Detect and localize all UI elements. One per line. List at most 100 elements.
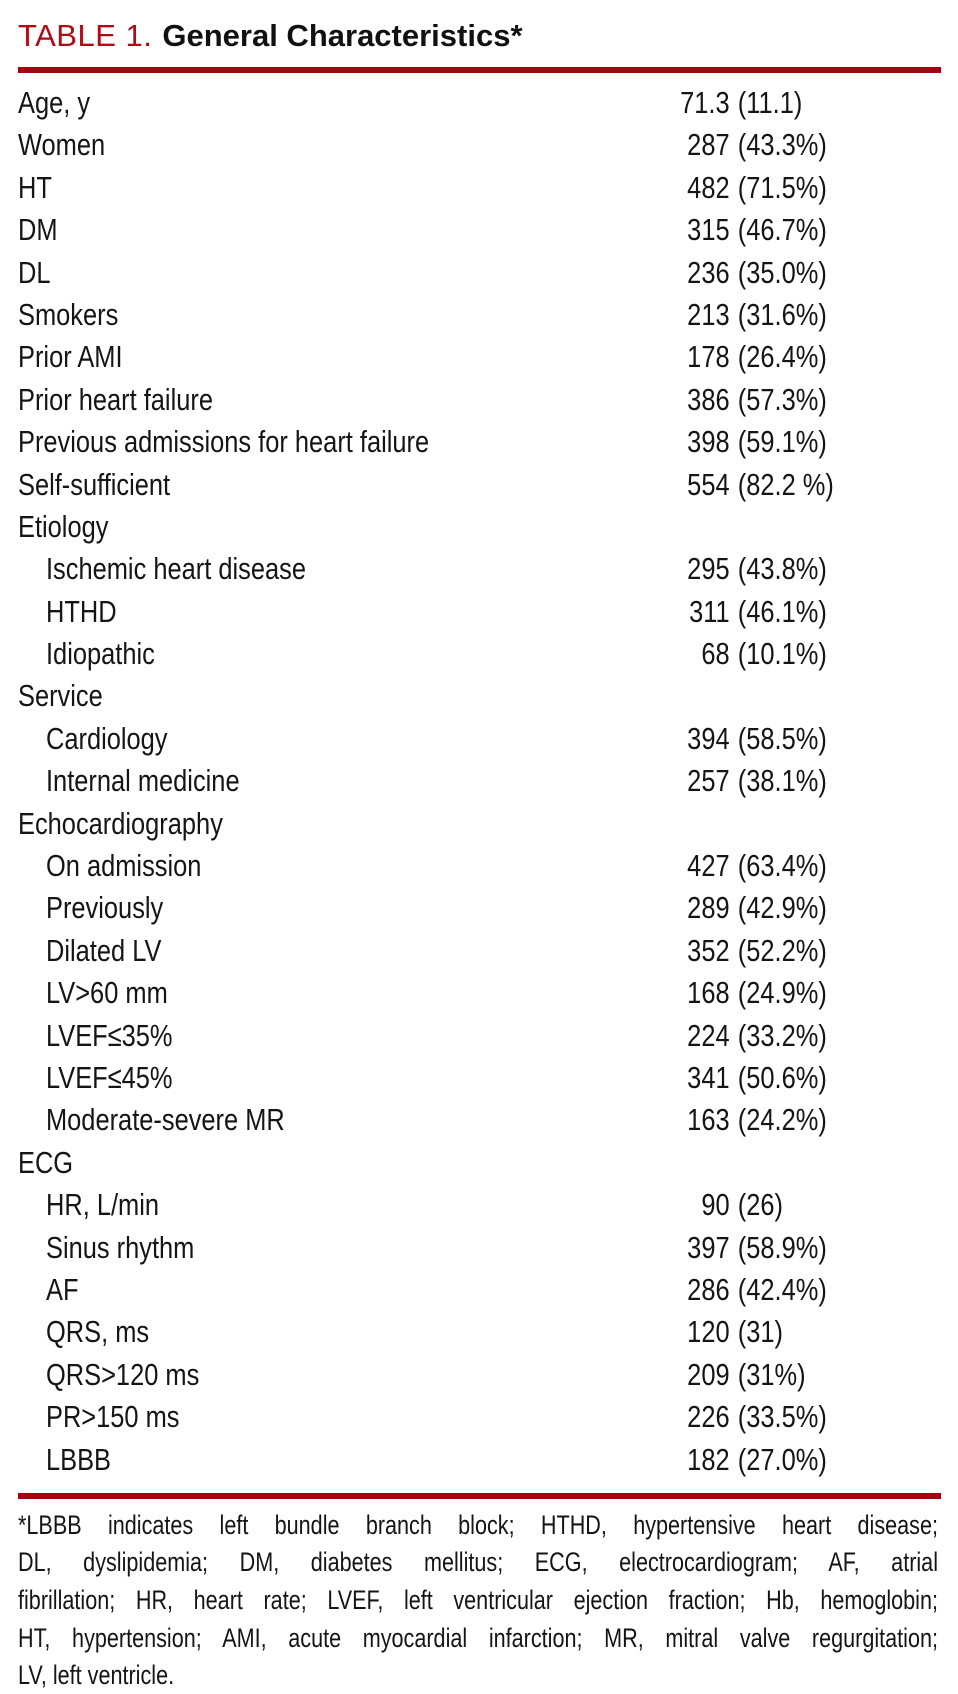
table-row: LBBB 182 (27.0%): [18, 1439, 941, 1481]
table-row: PR>150 ms 226 (33.5%): [18, 1396, 941, 1438]
row-value-number: 482: [687, 169, 730, 205]
row-value-number: 68: [701, 636, 730, 672]
row-label: QRS>120 ms: [46, 1356, 200, 1392]
row-label: Ischemic heart disease: [46, 551, 306, 587]
row-value: 482 (71.5%): [664, 167, 827, 209]
footnote-line: LV, left ventricle.: [18, 1660, 175, 1691]
table-row: Dilated LV 352 (52.2%): [18, 930, 941, 972]
row-value-number: 163: [687, 1102, 730, 1138]
row-label: LBBB: [46, 1441, 112, 1477]
row-value: 226 (33.5%): [664, 1396, 827, 1438]
row-value-number: 90: [701, 1187, 730, 1223]
row-label: PR>150 ms: [46, 1399, 180, 1435]
row-label: Previous admissions for heart failure: [18, 424, 430, 460]
row-value-detail: (33.2%): [737, 1017, 827, 1053]
row-value-detail: (63.4%): [737, 848, 827, 884]
table-row: AF 286 (42.4%): [18, 1269, 941, 1311]
row-label: Prior AMI: [18, 339, 123, 375]
row-value-detail: (71.5%): [737, 169, 827, 205]
row-label: Smokers: [18, 296, 119, 332]
row-value-number: 352: [687, 932, 730, 968]
row-label: DM: [18, 212, 58, 248]
row-value-number: 398: [687, 424, 730, 460]
table-row: Etiology: [18, 506, 941, 548]
row-value-number: 286: [687, 1271, 730, 1307]
table-footnote: *LBBB indicates left bundle branch block…: [18, 1507, 941, 1694]
row-label: ECG: [18, 1144, 74, 1180]
table-row: Previous admissions for heart failure 39…: [18, 421, 941, 463]
row-value: 68 (10.1%): [664, 633, 827, 675]
row-value-number: 236: [687, 254, 730, 290]
table-row: Internal medicine 257 (38.1%): [18, 760, 941, 802]
row-value: 394 (58.5%): [664, 718, 827, 760]
row-value-detail: (11.1): [737, 85, 803, 120]
row-value-detail: (42.4%): [737, 1271, 827, 1307]
row-value-number: 71.3: [680, 85, 730, 120]
row-label: Echocardiography: [18, 805, 223, 841]
row-value: 315 (46.7%): [664, 209, 827, 251]
table-row: LVEF≤45% 341 (50.6%): [18, 1057, 941, 1099]
table-row: Sinus rhythm 397 (58.9%): [18, 1227, 941, 1269]
row-value-detail: (31): [737, 1314, 784, 1350]
row-value: 178 (26.4%): [664, 336, 827, 378]
footnote-line: DL, dyslipidemia; DM, diabetes mellitus;…: [18, 1547, 938, 1578]
table-row: QRS>120 ms 209 (31%): [18, 1354, 941, 1396]
row-value-detail: (42.9%): [737, 890, 827, 926]
row-label: Age, y: [18, 85, 91, 120]
row-value: 398 (59.1%): [664, 421, 827, 463]
row-value-detail: (82.2 %): [737, 466, 834, 502]
row-value: 209 (31%): [664, 1354, 805, 1396]
row-label: Idiopathic: [46, 636, 155, 672]
row-value-detail: (35.0%): [737, 254, 827, 290]
row-value-number: 257: [687, 763, 730, 799]
row-value: 287 (43.3%): [664, 124, 827, 166]
row-value-detail: (50.6%): [737, 1059, 827, 1095]
row-value-number: 209: [687, 1356, 730, 1392]
table-row: Idiopathic 68 (10.1%): [18, 633, 941, 675]
row-label: LV>60 mm: [46, 975, 168, 1011]
row-label: LVEF≤45%: [46, 1059, 173, 1095]
row-label: LVEF≤35%: [46, 1017, 173, 1053]
row-label: DL: [18, 254, 51, 290]
row-value: 427 (63.4%): [664, 845, 827, 887]
row-value: 257 (38.1%): [664, 760, 827, 802]
row-value-detail: (46.1%): [737, 593, 827, 629]
table-row: HT 482 (71.5%): [18, 167, 941, 209]
row-value-number: 554: [687, 466, 730, 502]
row-label: Prior heart failure: [18, 381, 213, 417]
row-label: Previously: [46, 890, 164, 926]
table-row: Smokers 213 (31.6%): [18, 294, 941, 336]
row-value-number: 341: [687, 1059, 730, 1095]
row-value-detail: (52.2%): [737, 932, 827, 968]
row-label: Dilated LV: [46, 932, 162, 968]
row-value-number: 168: [687, 975, 730, 1011]
row-value-number: 224: [687, 1017, 730, 1053]
footnote-line: HT, hypertension; AMI, acute myocardial …: [18, 1622, 938, 1653]
row-value-detail: (10.1%): [737, 636, 827, 672]
row-value-number: 213: [687, 296, 730, 332]
row-value-number: 289: [687, 890, 730, 926]
table-row: Prior AMI 178 (26.4%): [18, 336, 941, 378]
table-row: Cardiology 394 (58.5%): [18, 718, 941, 760]
table-row: HTHD 311 (46.1%): [18, 591, 941, 633]
table-number: TABLE 1.: [18, 18, 153, 53]
row-value-detail: (24.2%): [737, 1102, 827, 1138]
row-value: 289 (42.9%): [664, 887, 827, 929]
table-row: LV>60 mm 168 (24.9%): [18, 972, 941, 1014]
footnote-line: *LBBB indicates left bundle branch block…: [18, 1509, 938, 1540]
row-label: Self-sufficient: [18, 466, 171, 502]
row-value-detail: (31.6%): [737, 296, 827, 332]
row-value: 182 (27.0%): [664, 1439, 827, 1481]
row-value: 352 (52.2%): [664, 930, 827, 972]
row-label: HT: [18, 169, 52, 205]
row-value-detail: (33.5%): [737, 1399, 827, 1435]
row-value-detail: (59.1%): [737, 424, 827, 460]
row-value-number: 226: [687, 1399, 730, 1435]
row-value-detail: (26): [737, 1187, 784, 1223]
table-heading: General Characteristics*: [162, 18, 523, 53]
table-row: Self-sufficient 554 (82.2 %): [18, 464, 941, 506]
row-value-detail: (43.8%): [737, 551, 827, 587]
row-value: 397 (58.9%): [664, 1227, 827, 1269]
row-value: 295 (43.8%): [664, 548, 827, 590]
